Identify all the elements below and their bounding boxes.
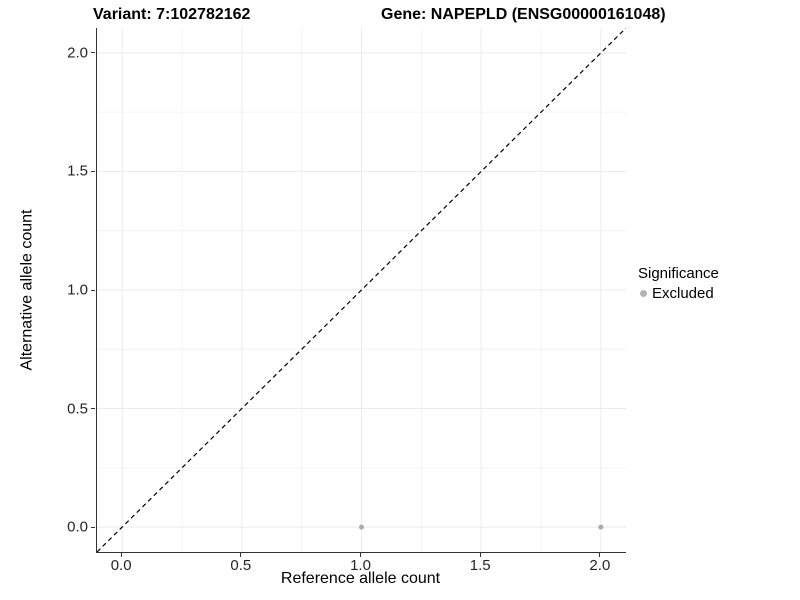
identity-reference-line xyxy=(97,28,626,552)
y-tick-label: 0.0 xyxy=(67,518,88,536)
x-tick-label: 1.5 xyxy=(469,557,491,574)
data-point xyxy=(359,524,364,530)
x-tick-label: 1.0 xyxy=(350,557,371,574)
legend-items: Excluded xyxy=(638,285,719,302)
legend: Significance Excluded xyxy=(638,265,719,302)
plot-panel xyxy=(96,28,626,553)
y-tick-mark xyxy=(91,526,95,528)
x-axis-title: Reference allele count xyxy=(280,570,441,587)
y-tick-label: 1.5 xyxy=(67,162,88,180)
plot-title-gene: Gene: NAPEPLD (ENSG00000161048) xyxy=(381,6,666,23)
legend-item-label: Excluded xyxy=(652,285,714,302)
y-tick-label: 2.0 xyxy=(67,44,88,62)
legend-item: Excluded xyxy=(638,285,719,302)
plot-title-variant: Variant: 7:102782162 xyxy=(93,6,251,23)
y-tick-mark xyxy=(91,408,95,410)
x-tick-label: 0.5 xyxy=(230,557,252,574)
x-tick-mark xyxy=(120,553,122,557)
x-tick-mark xyxy=(360,553,361,557)
y-tick-mark xyxy=(91,170,95,172)
x-tick-mark xyxy=(599,553,601,557)
legend-key-dot-icon xyxy=(640,290,647,297)
data-point xyxy=(598,524,604,530)
x-tick-label: 2.0 xyxy=(589,557,611,574)
x-tick-mark xyxy=(240,553,242,557)
y-tick-label: 1.0 xyxy=(67,281,88,299)
y-axis-title: Alternative allele count xyxy=(18,209,36,371)
y-tick-label: 0.5 xyxy=(67,400,88,418)
x-tick-mark xyxy=(479,553,481,557)
y-axis-title-box: Alternative allele count xyxy=(8,28,46,552)
y-tick-mark xyxy=(91,289,95,291)
y-tick-mark xyxy=(91,52,95,54)
x-tick-label: 0.0 xyxy=(110,557,132,574)
legend-title: Significance xyxy=(638,265,719,282)
plot-canvas xyxy=(97,28,626,552)
